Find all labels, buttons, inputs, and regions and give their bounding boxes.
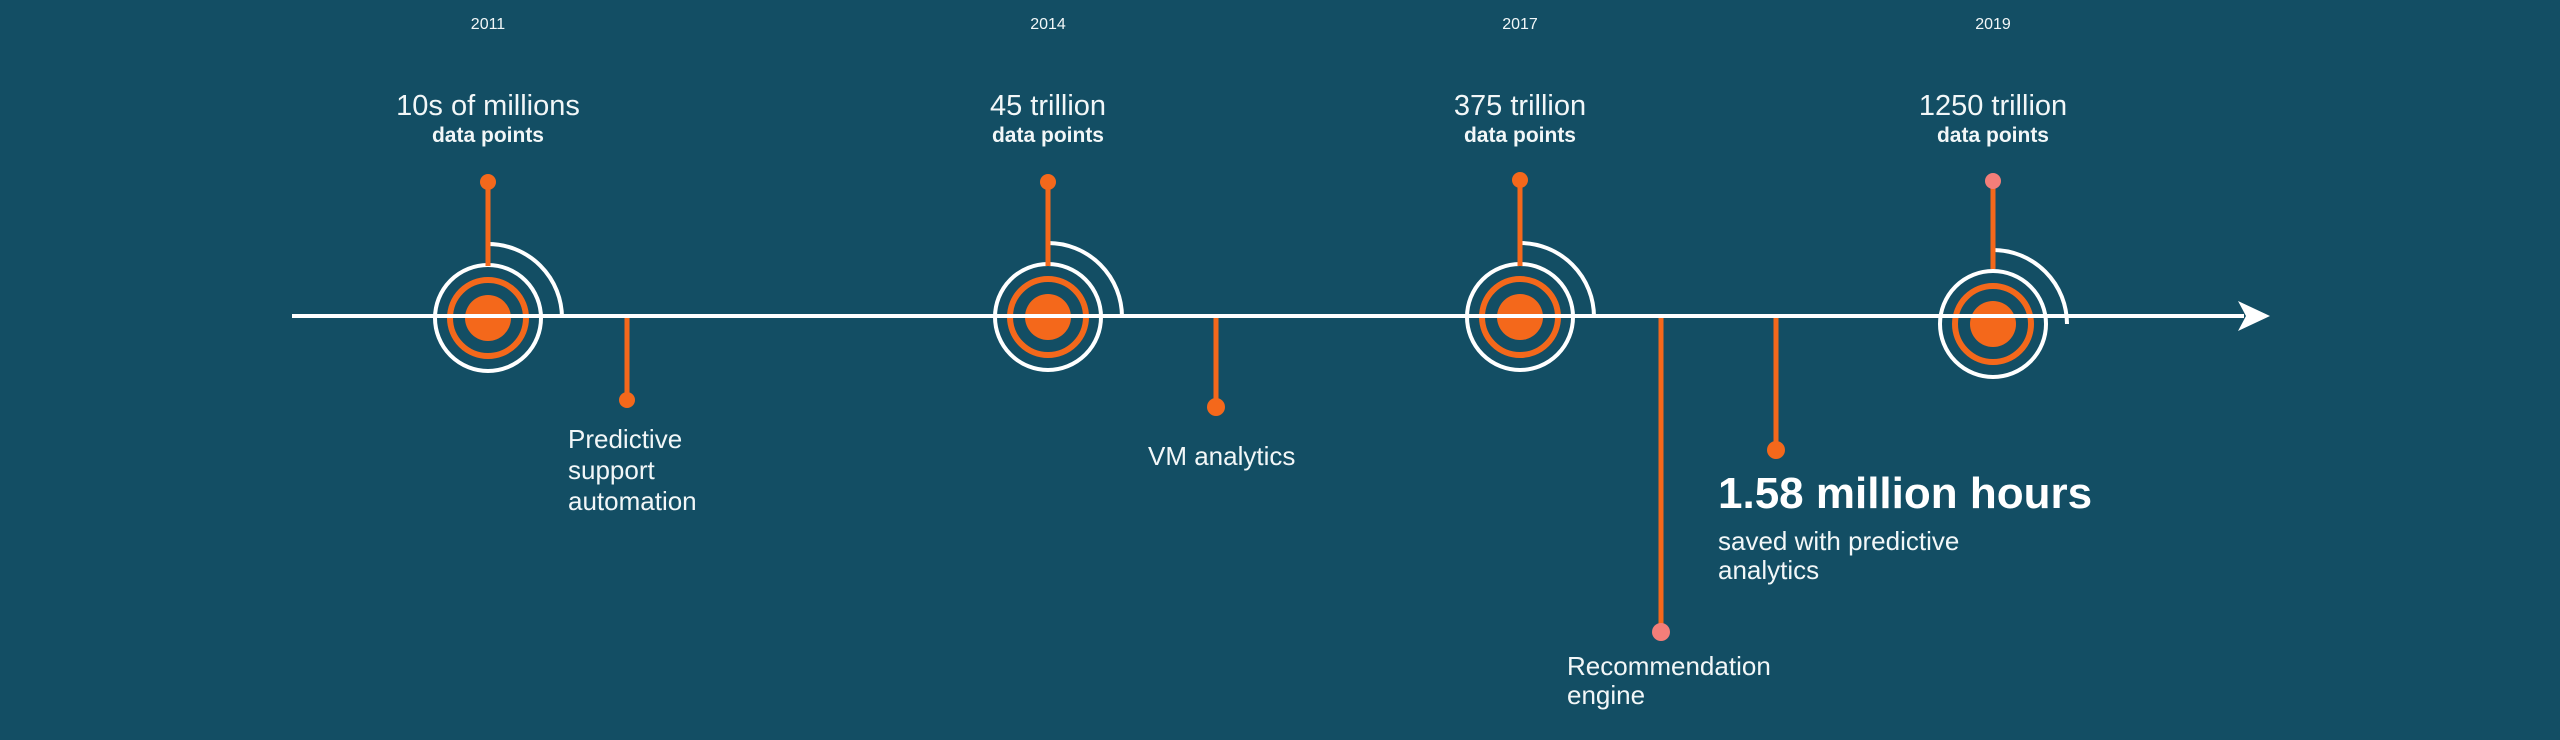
year-stem	[1985, 173, 2001, 269]
bullseye-marker-icon	[1938, 248, 2069, 379]
marker-outer-arc	[1992, 248, 2069, 325]
bullseye-marker-icon	[433, 242, 564, 373]
milestone-year: 2017	[1502, 16, 1538, 33]
milestone-value: 1250 trillion	[1918, 90, 2068, 122]
milestone-year: 2011	[470, 16, 506, 33]
annotation-predictive-support-automation: Predictive support automation	[568, 424, 697, 516]
stem-dot	[1767, 441, 1785, 459]
milestone-value: 10s of millions	[396, 90, 580, 122]
year-stem	[1040, 174, 1056, 266]
stem-dot-salmon	[1652, 623, 1670, 641]
stem-dot	[1040, 174, 1056, 190]
milestone-year: 2014	[1030, 16, 1066, 33]
annotation-stem	[1652, 318, 1670, 641]
stem-dot	[1207, 398, 1225, 416]
marker-orange-ring	[1952, 283, 2034, 365]
arrowhead-icon	[2238, 301, 2270, 331]
bullseye-marker-icon	[993, 241, 1124, 372]
milestone-year: 2019	[1975, 16, 2011, 33]
milestone-unit: data points	[431, 124, 544, 147]
marker-white-ring	[1938, 269, 2048, 379]
stem-dot	[480, 174, 496, 190]
milestone-unit: data points	[1463, 124, 1576, 147]
annotation-hours-saved-subtext: saved with predictive analytics	[1718, 526, 1960, 585]
marker-outer-arc	[487, 242, 564, 319]
milestone-unit: data points	[1936, 124, 2049, 147]
annotation-recommendation-engine: Recommendation engine	[1567, 651, 1771, 710]
annotation-stem	[619, 318, 635, 408]
annotation-hours-saved-headline: 1.58 million hours	[1718, 469, 2093, 518]
stem-dot-salmon	[1985, 173, 2001, 189]
bullseye-marker-icon	[1465, 241, 1596, 372]
marker-outer-arc	[1519, 241, 1596, 318]
marker-core-dot	[1970, 301, 2016, 347]
stem-dot	[619, 392, 635, 408]
stem-dot	[1512, 172, 1528, 188]
annotation-stem	[1767, 318, 1785, 459]
year-stem	[1512, 172, 1528, 266]
milestone-unit: data points	[991, 124, 1104, 147]
annotation-vm-analytics: VM analytics	[1148, 441, 1296, 471]
marker-outer-arc	[1047, 241, 1124, 318]
year-stem	[480, 174, 496, 266]
annotation-stem	[1207, 318, 1225, 416]
milestone-value: 45 trillion	[989, 90, 1107, 122]
milestone-value: 375 trillion	[1453, 90, 1587, 122]
